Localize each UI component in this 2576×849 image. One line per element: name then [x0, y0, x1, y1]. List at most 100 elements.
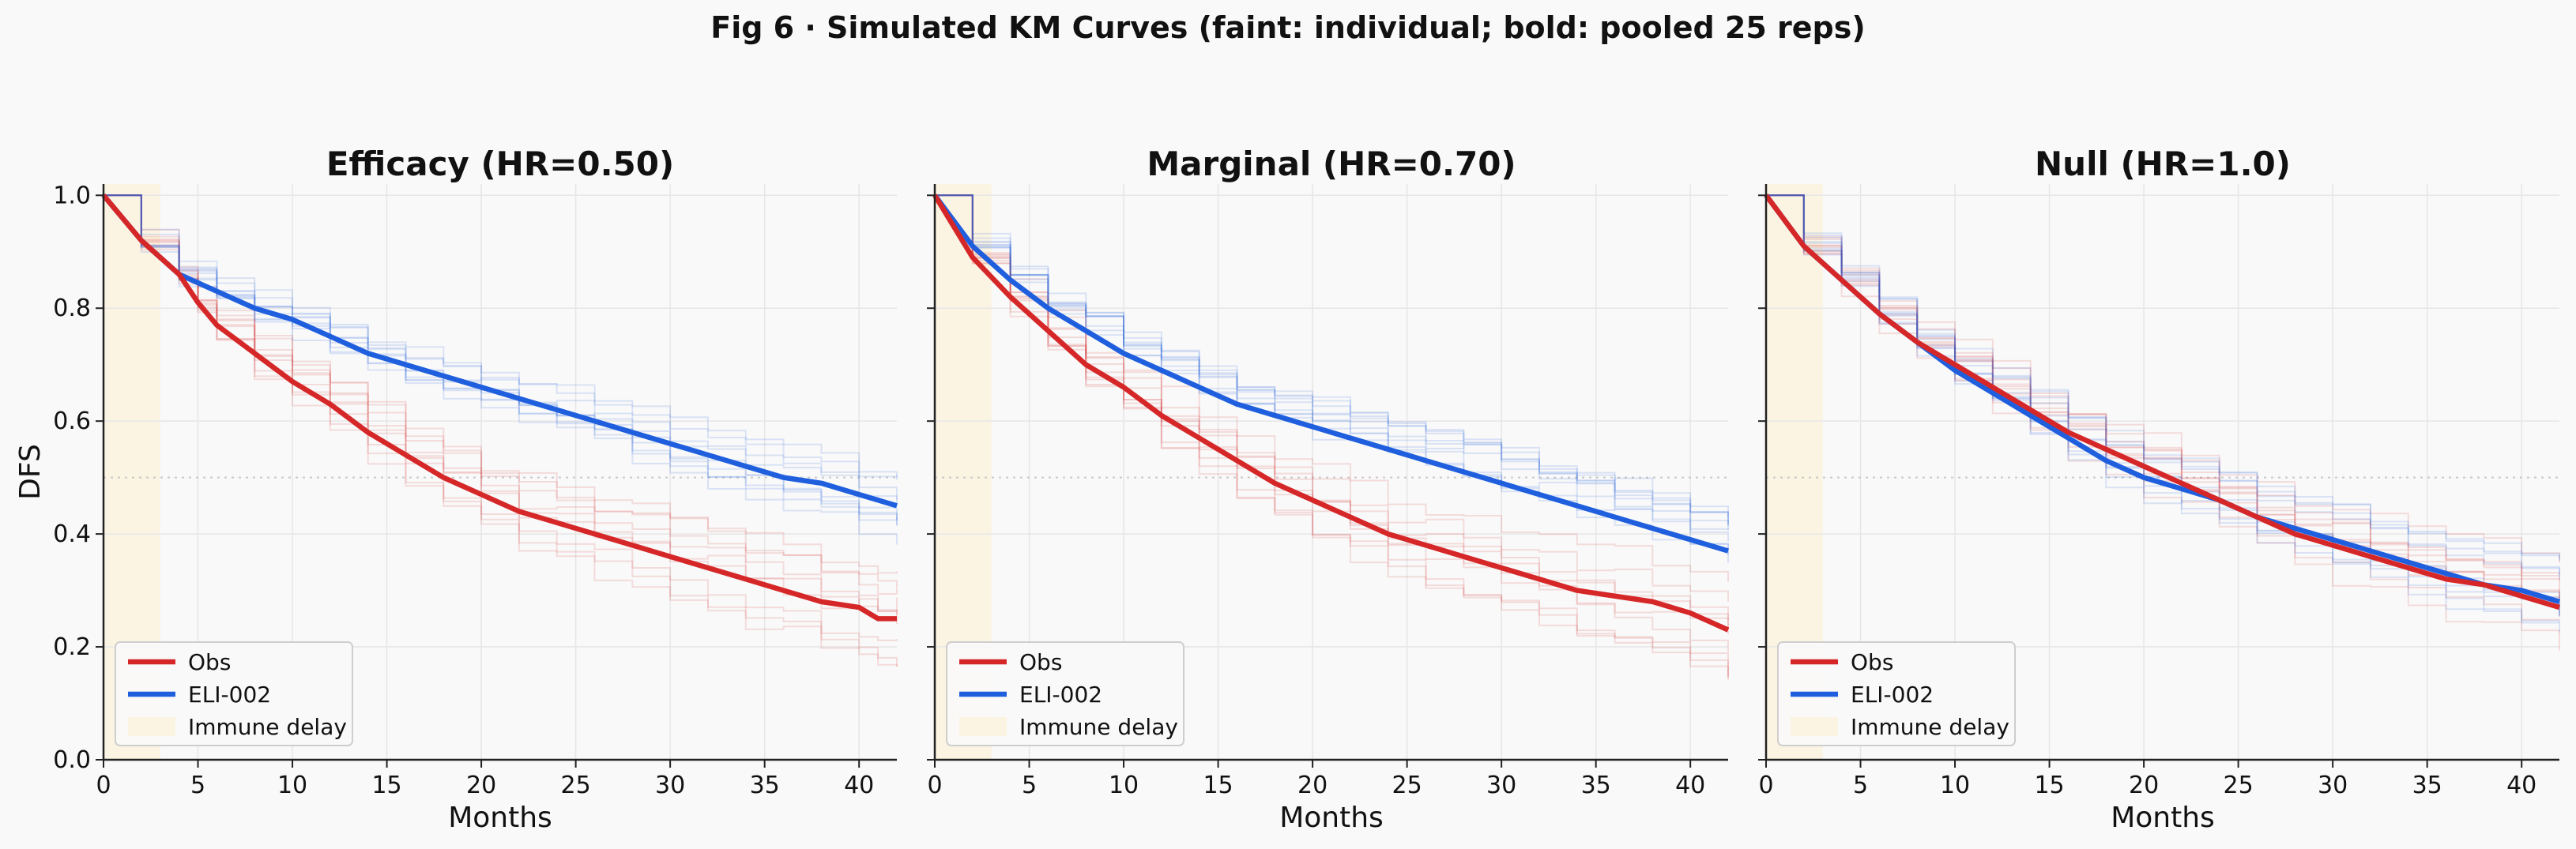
replicate-curve-eli-002 [935, 194, 1729, 518]
replicate-curve-eli-002 [104, 194, 898, 520]
replicate-curve-obs [1766, 194, 2560, 621]
replicate-curve-obs [104, 194, 898, 667]
replicate-curve-eli-002 [1766, 194, 2560, 580]
replicate-curve-eli-002 [1766, 194, 2560, 633]
replicate-curve-obs [1766, 194, 2560, 563]
x-tick-label: 40 [844, 772, 874, 799]
replicate-curve-obs [104, 194, 898, 615]
replicate-curve-eli-002 [1766, 194, 2560, 617]
legend-label: ELI-002 [188, 682, 271, 708]
replicate-curve-obs [935, 194, 1729, 677]
replicate-curve-obs [935, 194, 1729, 603]
chart-panel-1: 0 5 10 15 20 25 30 35 40 0.0 0.2 0.4 0.6 0.8 1.0 Effica… [14, 145, 898, 834]
figure-title: Fig 6 · Simulated KM Curves (faint: indi… [710, 10, 1865, 45]
x-tick-label: 30 [1486, 772, 1516, 799]
y-tick-label: 0.4 [53, 520, 91, 548]
x-tick-label: 5 [1853, 772, 1868, 799]
replicate-curve-eli-002 [935, 194, 1729, 525]
replicate-curve-eli-002 [104, 194, 898, 545]
replicate-curve-obs [935, 194, 1729, 620]
replicate-curve-eli-002 [935, 194, 1729, 524]
legend-swatch-immune-delay [1791, 717, 1838, 736]
pooled-curve-eli-002 [101, 193, 898, 509]
replicate-curve-obs [104, 194, 898, 595]
pooled-curve-obs [932, 193, 1730, 633]
replicate-curve-eli-002 [935, 194, 1729, 530]
replicate-curve-eli-002 [935, 194, 1729, 531]
replicate-curve-eli-002 [1766, 194, 2560, 559]
x-tick-label: 20 [2129, 772, 2159, 799]
legend-label: Obs [188, 649, 231, 675]
replicate-curve-obs [1766, 194, 2560, 598]
replicate-curve-obs [1766, 194, 2560, 575]
x-tick-label: 30 [2318, 772, 2348, 799]
x-axis-label: Months [1279, 802, 1384, 834]
x-tick-label: 25 [2224, 772, 2254, 799]
replicate-curve-eli-002 [1766, 194, 2560, 617]
legend-swatch-immune-delay [128, 717, 175, 736]
x-tick-label: 40 [2506, 772, 2536, 799]
panels-container: 0 5 10 15 20 25 30 35 40 0.0 0.2 0.4 0.6 0.8 1.0 Effica… [14, 145, 2560, 834]
legend-label: Obs [1851, 649, 1893, 675]
panel-title: Null (HR=1.0) [2035, 145, 2291, 183]
y-tick-label: 0.6 [53, 408, 91, 435]
x-tick-label: 0 [927, 772, 942, 799]
replicate-curve-obs [104, 194, 898, 625]
x-tick-label: 20 [466, 772, 496, 799]
replicate-curve-eli-002 [1766, 194, 2560, 576]
y-tick-label: 0.8 [53, 295, 91, 322]
x-tick-label: 0 [96, 772, 111, 799]
x-tick-label: 5 [1022, 772, 1037, 799]
x-tick-label: 10 [1940, 772, 1970, 799]
replicate-curve-obs [104, 194, 898, 612]
replicate-curve-eli-002 [935, 194, 1729, 556]
panel-title: Marginal (HR=0.70) [1147, 145, 1516, 183]
replicate-curve-obs [935, 194, 1729, 582]
legend-label: Immune delay [188, 714, 347, 740]
x-tick-label: 10 [1109, 772, 1139, 799]
x-tick-label: 35 [2412, 772, 2442, 799]
replicate-curve-obs [935, 194, 1729, 652]
replicate-curve-eli-002 [935, 194, 1729, 542]
x-tick-label: 10 [277, 772, 307, 799]
legend-label: ELI-002 [1851, 682, 1934, 708]
pooled-curve-obs [1764, 193, 2560, 610]
replicate-curve-eli-002 [104, 194, 898, 480]
replicate-curve-eli-002 [104, 194, 898, 506]
y-tick-label: 0.0 [53, 746, 91, 774]
x-tick-label: 40 [1675, 772, 1705, 799]
x-tick-label: 35 [750, 772, 780, 799]
x-axis-label: Months [2111, 802, 2215, 834]
replicate-curve-obs [1766, 194, 2560, 651]
pooled-curve-eli-002 [1764, 193, 2560, 604]
x-tick-label: 20 [1297, 772, 1328, 799]
replicate-curve-obs [104, 194, 898, 574]
replicate-curve-obs [1766, 194, 2560, 581]
replicate-curve-eli-002 [935, 194, 1729, 527]
x-tick-label: 0 [1758, 772, 1773, 799]
replicate-curve-eli-002 [104, 194, 898, 478]
legend-label: Immune delay [1851, 714, 2009, 740]
chart-panel-2: 0 5 10 15 20 25 30 35 40 Marginal (HR=0.70) Months… [927, 145, 1730, 834]
x-tick-label: 25 [1392, 772, 1422, 799]
replicate-curve-obs [935, 194, 1729, 629]
legend-label: Obs [1019, 649, 1062, 675]
replicate-curve-eli-002 [1766, 194, 2560, 615]
replicate-curve-eli-002 [1766, 194, 2560, 623]
legend-label: Immune delay [1019, 714, 1178, 740]
y-axis-label: DFS [14, 444, 47, 500]
panel-title: Efficacy (HR=0.50) [326, 145, 674, 183]
replicate-curve-eli-002 [1766, 194, 2560, 562]
x-tick-label: 25 [561, 772, 591, 799]
chart-panel-3: 0 5 10 15 20 25 30 35 40 Null (HR=1.0) Months Obs EL… [1758, 145, 2560, 834]
pooled-curve-eli-002 [932, 193, 1729, 554]
y-tick-label: 0.2 [53, 633, 91, 661]
replicate-curve-obs [104, 194, 898, 641]
replicate-curve-obs [935, 194, 1729, 678]
replicate-curve-obs [1766, 194, 2560, 597]
x-tick-label: 15 [371, 772, 401, 799]
x-tick-label: 15 [1203, 772, 1233, 799]
y-tick-label: 1.0 [53, 182, 91, 209]
x-tick-label: 5 [190, 772, 205, 799]
